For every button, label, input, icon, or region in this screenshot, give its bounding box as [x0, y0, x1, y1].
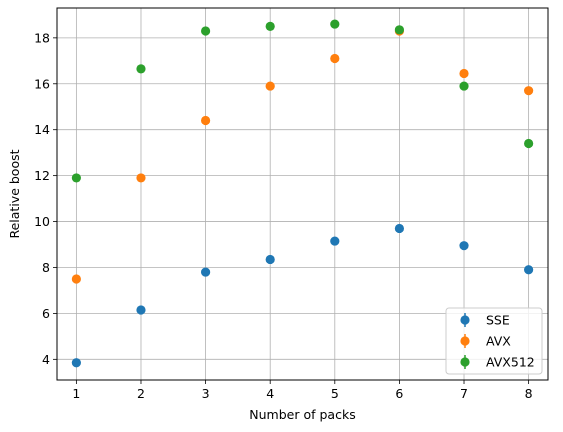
- data-point-sse: [136, 305, 146, 315]
- legend-label: AVX: [486, 334, 511, 349]
- data-point-avx512: [330, 19, 340, 29]
- data-point-avx512: [136, 64, 146, 74]
- y-tick-label: 10: [34, 214, 50, 229]
- x-tick-label: 8: [525, 386, 533, 401]
- data-point-avx: [200, 115, 211, 126]
- data-point-avx: [265, 81, 275, 91]
- x-tick-label: 3: [202, 386, 210, 401]
- y-tick-label: 8: [42, 260, 50, 275]
- data-point-sse: [524, 265, 534, 275]
- x-tick-label: 2: [137, 386, 145, 401]
- y-axis-label: Relative boost: [7, 149, 22, 238]
- data-point-avx512: [459, 81, 469, 91]
- series-avx512: [71, 19, 534, 183]
- data-point-avx: [136, 173, 146, 183]
- legend-label: SSE: [486, 313, 510, 328]
- legend-item-avx512: AVX512: [460, 355, 535, 370]
- legend-marker: [460, 315, 470, 325]
- x-tick-label: 1: [72, 386, 80, 401]
- plot-frame: [56, 7, 549, 381]
- data-point-avx: [71, 274, 81, 284]
- data-point-avx: [524, 86, 534, 96]
- data-point-sse: [394, 223, 405, 234]
- legend-item-avx: AVX: [460, 334, 511, 349]
- y-tick-label: 6: [42, 306, 50, 321]
- legend-label: AVX512: [486, 355, 535, 370]
- data-points: [71, 19, 534, 368]
- data-point-avx512: [71, 173, 81, 183]
- x-tick-label: 7: [460, 386, 468, 401]
- data-point-sse: [265, 254, 275, 265]
- y-tick-label: 12: [34, 168, 50, 183]
- legend-marker: [460, 357, 470, 367]
- legend-marker: [460, 336, 470, 346]
- data-point-sse: [71, 358, 81, 368]
- y-tick-label: 18: [34, 30, 50, 45]
- data-point-avx512: [200, 26, 211, 36]
- legend-box: [445, 307, 543, 375]
- x-tick-label: 6: [395, 386, 403, 401]
- x-tick-label: 5: [331, 386, 339, 401]
- y-tick-label: 14: [34, 122, 50, 137]
- data-point-sse: [330, 236, 340, 246]
- x-tick-label: 4: [266, 386, 274, 401]
- legend: SSE AVX AVX512: [445, 307, 543, 375]
- data-point-sse: [200, 267, 211, 277]
- legend-item-sse: SSE: [460, 313, 510, 328]
- data-point-avx: [330, 53, 340, 64]
- data-point-sse: [459, 241, 469, 251]
- data-point-avx512: [394, 25, 405, 35]
- y-tick-label: 16: [34, 76, 50, 91]
- series-sse: [71, 223, 534, 368]
- x-axis-label: Number of packs: [249, 407, 355, 422]
- data-point-avx: [459, 68, 469, 79]
- y-tick-label: 4: [42, 352, 50, 367]
- data-point-avx512: [524, 138, 534, 149]
- data-point-avx512: [265, 21, 275, 31]
